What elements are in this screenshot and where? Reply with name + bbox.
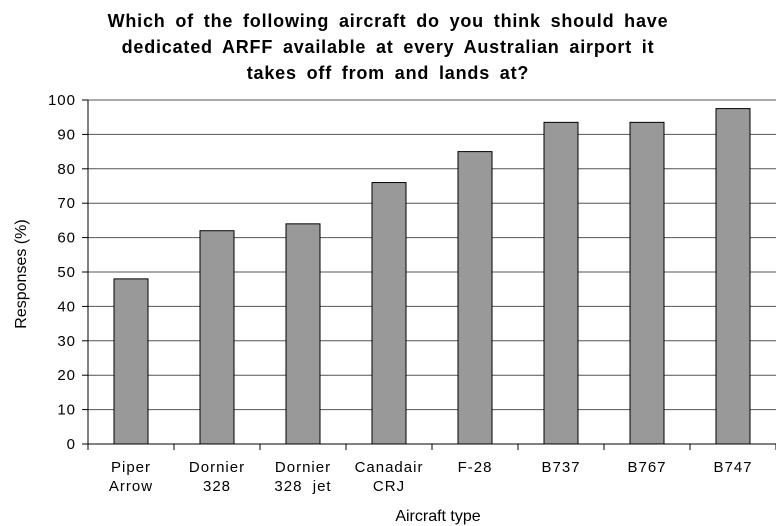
y-tick-label: 40	[57, 298, 76, 315]
bar	[543, 121, 579, 445]
bar	[457, 151, 493, 445]
y-tick-label: 0	[67, 436, 76, 453]
bar	[113, 278, 149, 445]
y-tick-label: 30	[57, 333, 76, 350]
gridlines	[88, 99, 776, 411]
y-tick-label: 10	[57, 402, 76, 419]
chart-title-line-3: takes off from and lands at?	[246, 63, 530, 83]
chart-title-line-1: Which of the following aircraft do you t…	[107, 11, 669, 31]
x-category-label: B767	[627, 459, 666, 476]
bars	[113, 108, 751, 445]
x-category-label: 328	[203, 478, 231, 495]
x-category-label: CRJ	[373, 478, 405, 495]
bar	[285, 223, 321, 445]
bar	[199, 230, 235, 445]
y-axis-title: Responses (%)	[13, 219, 30, 328]
y-tick-label: 90	[57, 126, 76, 143]
y-tick-label: 70	[57, 195, 76, 212]
axis-labels: 0 10 20 30 40 50 60 70 80 90 100 Piper Arrow Dornier 3…	[48, 92, 752, 495]
x-axis-title: Aircraft type	[395, 508, 480, 525]
y-tick-label: 20	[57, 367, 76, 384]
axes	[82, 99, 776, 450]
x-category-label: 328 jet	[274, 478, 331, 495]
bar	[715, 108, 751, 445]
y-tick-label: 50	[57, 264, 76, 281]
x-category-label: Piper	[111, 459, 151, 476]
chart-title: Which of the following aircraft do you t…	[0, 8, 776, 86]
bar	[629, 121, 665, 445]
x-category-label: B747	[713, 459, 752, 476]
x-category-label: Arrow	[109, 478, 153, 495]
y-tick-label: 100	[48, 92, 76, 109]
y-tick-label: 80	[57, 161, 76, 178]
x-category-label: Dornier	[189, 459, 245, 476]
bar	[371, 182, 407, 445]
y-tick-label: 60	[57, 230, 76, 247]
x-category-label: Dornier	[275, 459, 331, 476]
chart-title-line-2: dedicated ARFF available at every Austra…	[121, 37, 655, 57]
x-category-label: F-28	[458, 459, 493, 476]
x-category-label: Canadair	[355, 459, 424, 476]
x-category-label: B737	[541, 459, 580, 476]
